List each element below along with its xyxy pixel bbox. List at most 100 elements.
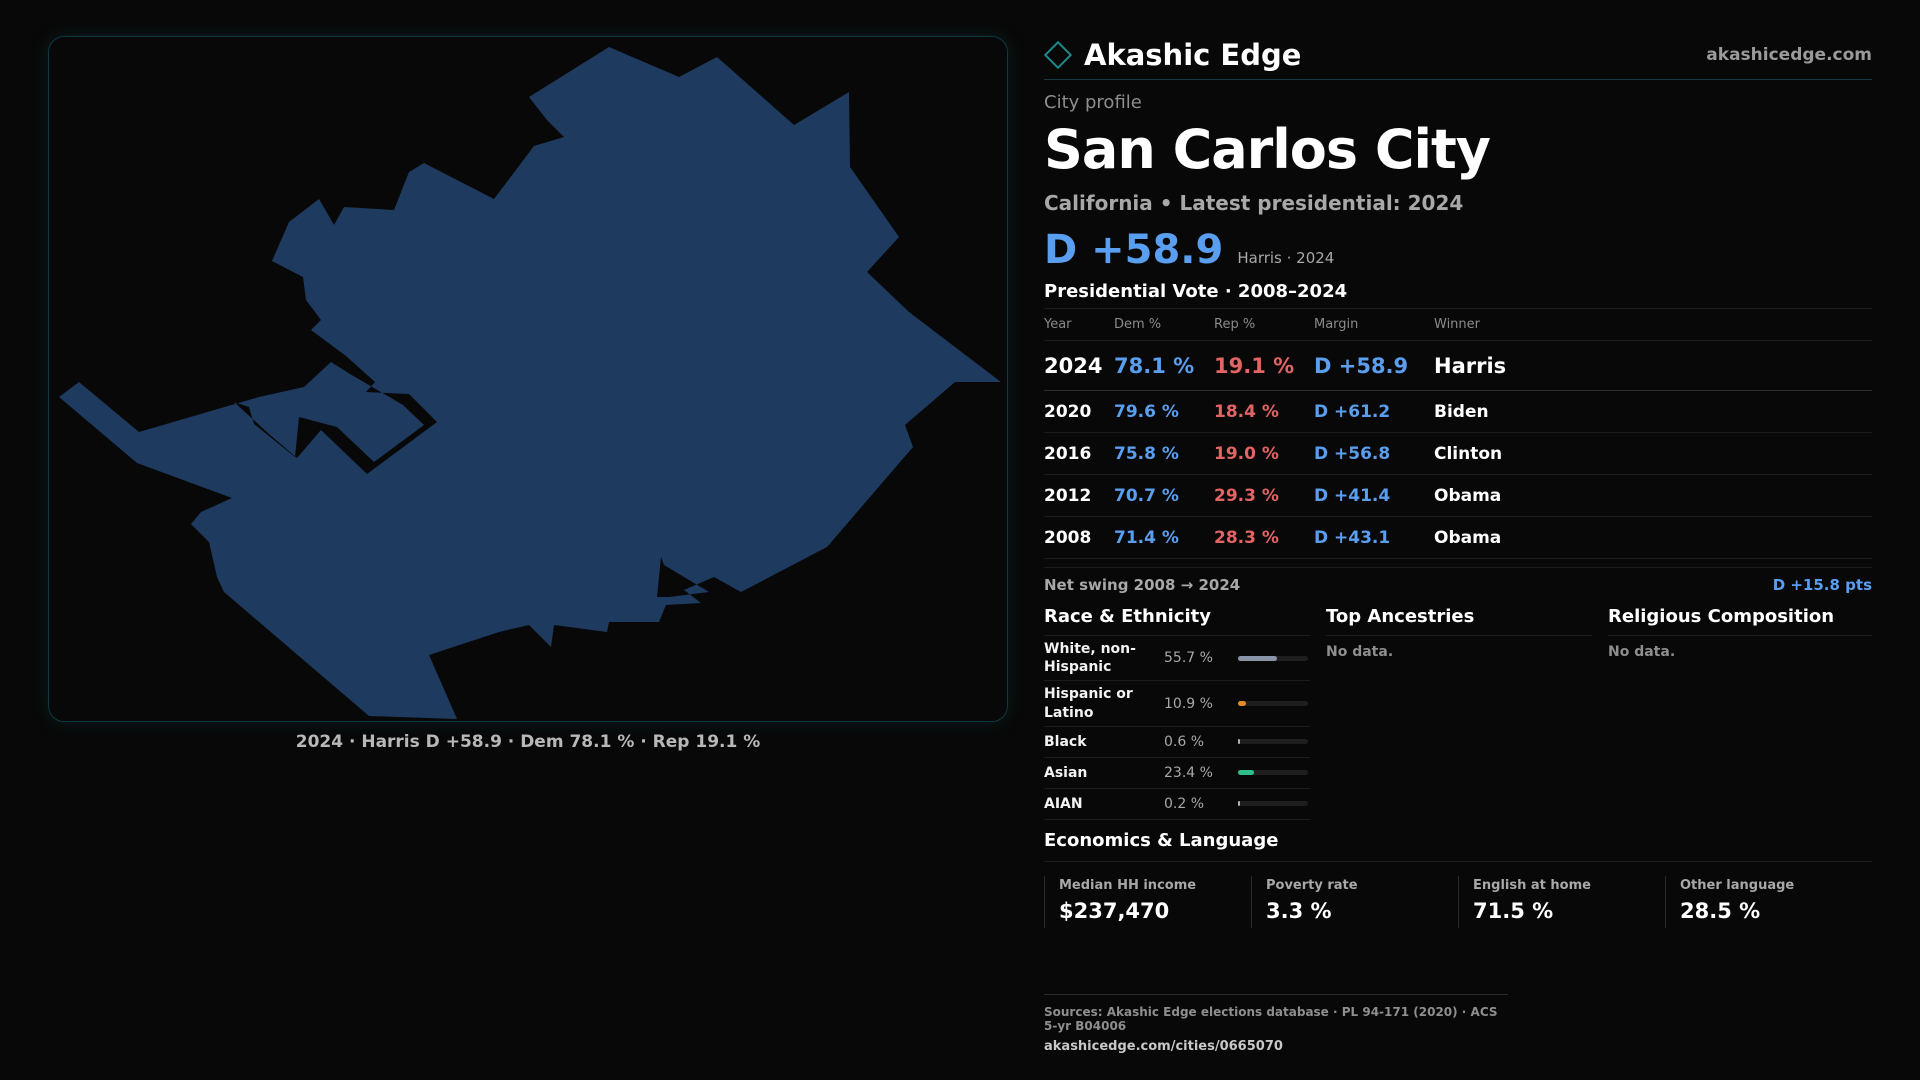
race-name: Asian [1044, 764, 1088, 781]
cell-year: 2012 [1044, 474, 1114, 518]
stat-value: 28.5 % [1680, 898, 1761, 923]
stat-poverty-rate: Poverty rate 3.3 % [1251, 875, 1458, 928]
table-row: 2008 71.4 % 28.3 % D +43.1 Obama [1044, 516, 1872, 560]
race-name: AIAN [1044, 795, 1083, 812]
cell-margin: D +58.9 [1314, 340, 1434, 392]
stat-value: $237,470 [1059, 898, 1170, 923]
ancestries-empty-text: No data. [1326, 644, 1394, 661]
city-boundary-shape[interactable] [59, 47, 1001, 719]
economics-stats: Median HH income $237,470 Poverty rate 3… [1044, 875, 1872, 928]
race-name: White, non-Hispanic [1044, 641, 1136, 676]
cell-rep: 29.3 % [1214, 474, 1314, 518]
race-bar-track [1238, 770, 1308, 776]
brand-url-link[interactable]: akashicedge.com [1706, 44, 1872, 65]
race-bar-fill [1238, 801, 1240, 807]
presidential-vote-table: Year Dem % Rep % Margin Winner 2024 78.1… [1044, 308, 1872, 560]
col-header-year: Year [1044, 308, 1114, 342]
cell-rep: 18.4 % [1214, 390, 1314, 434]
headline-note: Harris · 2024 [1237, 249, 1335, 268]
cell-margin: D +43.1 [1314, 516, 1434, 560]
race-bar-track [1238, 739, 1308, 745]
stat-label: Poverty rate [1266, 877, 1358, 893]
religion-section-title: Religious Composition [1608, 606, 1872, 637]
ancestries-section: Top Ancestries No data. [1326, 606, 1592, 820]
stat-value: 3.3 % [1266, 898, 1332, 923]
cell-margin: D +41.4 [1314, 474, 1434, 518]
map-caption: 2024 · Harris D +58.9 · Dem 78.1 % · Rep… [295, 732, 761, 752]
page-url-link[interactable]: akashicedge.com/cities/0665070 [1044, 1039, 1283, 1054]
list-item: AIAN 0.2 % [1044, 789, 1310, 820]
race-list: White, non-Hispanic 55.7 % Hispanic or L… [1044, 636, 1310, 820]
table-header-row: Year Dem % Rep % Margin Winner [1044, 308, 1872, 342]
demographics-columns: Race & Ethnicity White, non-Hispanic 55.… [1044, 606, 1872, 820]
stat-other-language: Other language 28.5 % [1665, 875, 1872, 928]
profile-panel: Akashic Edge akashicedge.com City profil… [1043, 30, 1872, 928]
cell-year: 2008 [1044, 516, 1114, 560]
stat-english-at-home: English at home 71.5 % [1458, 875, 1665, 928]
cell-dem: 70.7 % [1114, 474, 1214, 518]
race-bar-fill [1238, 739, 1240, 745]
stat-label: Other language [1680, 877, 1795, 893]
table-row: 2016 75.8 % 19.0 % D +56.8 Clinton [1044, 432, 1872, 476]
race-bar-fill [1238, 655, 1277, 661]
brand-name: Akashic Edge [1084, 37, 1302, 72]
table-row: 2024 78.1 % 19.1 % D +58.9 Harris [1044, 340, 1872, 392]
table-row: 2020 79.6 % 18.4 % D +61.2 Biden [1044, 390, 1872, 434]
religion-empty-text: No data. [1608, 644, 1676, 661]
cell-margin: D +61.2 [1314, 390, 1434, 434]
race-bar-fill [1238, 770, 1255, 776]
header-bar: Akashic Edge akashicedge.com [1043, 30, 1872, 80]
stat-median-income: Median HH income $237,470 [1044, 875, 1251, 928]
religion-section: Religious Composition No data. [1608, 606, 1872, 820]
page-kicker: City profile [1044, 92, 1142, 113]
table-row: 2012 70.7 % 29.3 % D +41.4 Obama [1044, 474, 1872, 518]
page-subtitle: California • Latest presidential: 2024 [1044, 191, 1464, 216]
race-bar-track [1238, 801, 1308, 807]
stat-value: 71.5 % [1473, 898, 1554, 923]
cell-year: 2016 [1044, 432, 1114, 476]
headline-margin: D +58.9 [1044, 227, 1224, 274]
page-title: San Carlos City [1044, 118, 1491, 181]
cell-year: 2020 [1044, 390, 1114, 434]
race-pct: 0.2 % [1164, 795, 1205, 812]
vote-section-title: Presidential Vote · 2008–2024 [1044, 281, 1348, 303]
cell-winner: Obama [1434, 516, 1872, 560]
race-pct: 0.6 % [1164, 733, 1205, 750]
cell-rep: 19.1 % [1214, 340, 1314, 392]
race-pct: 55.7 % [1164, 650, 1213, 667]
sources-text: Sources: Akashic Edge elections database… [1044, 1005, 1498, 1033]
list-item: Hispanic or Latino 10.9 % [1044, 681, 1310, 727]
race-bar-track [1238, 701, 1308, 707]
stat-label: Median HH income [1059, 877, 1197, 893]
brand[interactable]: Akashic Edge [1043, 37, 1302, 72]
city-map[interactable] [48, 36, 1008, 722]
list-item: White, non-Hispanic 55.7 % [1044, 636, 1310, 682]
net-swing-label: Net swing 2008 → 2024 [1044, 576, 1241, 595]
diamond-logo-icon [1043, 40, 1073, 69]
cell-winner: Clinton [1434, 432, 1872, 476]
race-pct: 23.4 % [1164, 764, 1213, 781]
race-name: Hispanic or Latino [1044, 686, 1133, 721]
cell-winner: Obama [1434, 474, 1872, 518]
list-item: Black 0.6 % [1044, 727, 1310, 758]
list-item: Asian 23.4 % [1044, 758, 1310, 789]
cell-rep: 19.0 % [1214, 432, 1314, 476]
race-ethnicity-section: Race & Ethnicity White, non-Hispanic 55.… [1044, 606, 1310, 820]
cell-winner: Biden [1434, 390, 1872, 434]
race-name: Black [1044, 733, 1087, 750]
footer: Sources: Akashic Edge elections database… [1044, 994, 1508, 1054]
col-header-rep: Rep % [1214, 308, 1314, 342]
cell-margin: D +56.8 [1314, 432, 1434, 476]
col-header-winner: Winner [1434, 308, 1872, 342]
ancestries-section-title: Top Ancestries [1326, 606, 1592, 637]
net-swing-value: D +15.8 pts [1772, 576, 1872, 595]
net-swing-row: Net swing 2008 → 2024 D +15.8 pts [1044, 567, 1872, 594]
cell-dem: 79.6 % [1114, 390, 1214, 434]
col-header-dem: Dem % [1114, 308, 1214, 342]
cell-dem: 75.8 % [1114, 432, 1214, 476]
stat-label: English at home [1473, 877, 1591, 893]
headline-result: D +58.9 Harris · 2024 [1044, 227, 1872, 273]
cell-year: 2024 [1044, 340, 1114, 392]
col-header-margin: Margin [1314, 308, 1434, 342]
city-boundary-map [59, 47, 1001, 719]
